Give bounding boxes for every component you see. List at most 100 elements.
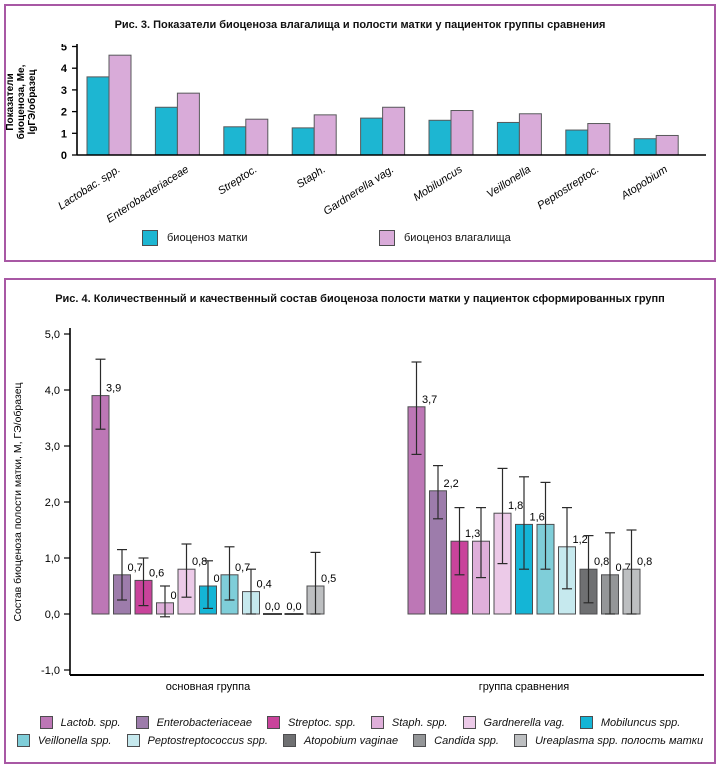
fig4-legend-label-2: Streptoc. spp. <box>287 716 356 729</box>
fig3-y-tick-label: 4 <box>61 63 68 75</box>
legend-item-vagina-biocenosis: биоценоз влагалища <box>379 230 511 246</box>
fig3-bar-vagina-6 <box>518 113 542 156</box>
fig4-legend-swatch-2 <box>266 716 280 729</box>
fig3-bar-uterus-8 <box>633 138 657 156</box>
fig4-y-tick-label: 3,0 <box>45 441 60 453</box>
fig3-bar-uterus-6 <box>496 121 520 156</box>
uterus-biocenosis-swatch <box>142 230 158 246</box>
fig3-y-tick-label: 3 <box>61 85 67 97</box>
fig4-y-tick-label: 5,0 <box>45 329 60 341</box>
fig4-legend-label-9: Candida spp. <box>434 734 499 747</box>
fig4-legend-swatch-10 <box>513 734 527 747</box>
fig3-bar-vagina-5 <box>450 110 474 156</box>
fig3-bar-vagina-8 <box>655 134 679 156</box>
fig4-value-label: 0,8 <box>192 556 207 568</box>
fig3-category-label: Veillonella <box>485 163 533 200</box>
figure4-legend: Lactob. spp. Enterobacteriaceae Streptoc. … <box>6 716 714 752</box>
fig3-bar-vagina-0 <box>108 54 132 156</box>
fig4-legend-label-0: Lactob. spp. <box>60 716 121 729</box>
fig3-category-label: Staph. <box>295 163 328 190</box>
fig3-category-label: Mobiluncus <box>411 163 465 204</box>
fig4-legend-swatch-7 <box>126 734 140 747</box>
fig4-legend-swatch-1 <box>135 716 149 729</box>
vagina-biocenosis-label: биоценоз влагалища <box>404 232 511 244</box>
fig4-legend-label-3: Staph. spp. <box>391 716 448 729</box>
fig3-bar-uterus-7 <box>565 129 589 156</box>
vagina-biocenosis-swatch <box>379 230 395 246</box>
fig3-category-label: Lactobac. spp. <box>56 163 123 212</box>
fig4-value-label: 0,8 <box>637 556 652 568</box>
fig3-bar-uterus-2 <box>223 126 247 156</box>
fig4-y-tick-label: 2,0 <box>45 497 60 509</box>
fig4-legend-swatch-3 <box>370 716 384 729</box>
fig4-legend-item-9: Candida spp. <box>413 734 499 747</box>
figure3-title: Рис. 3. Показатели биоценоза влагалища и… <box>114 19 606 31</box>
fig3-category-label: Peptostreptoc. <box>535 163 601 212</box>
fig3-bar-uterus-4 <box>360 117 384 156</box>
figure4-legend-row-1: Lactob. spp. Enterobacteriaceae Streptoc. … <box>6 716 714 729</box>
figure4-panel: Рис. 4. Количественный и качественный со… <box>4 278 716 764</box>
fig4-value-label: 1,6 <box>530 511 545 523</box>
fig4-value-label: 0,7 <box>235 562 250 574</box>
fig4-y-tick-label: 0,0 <box>45 609 60 621</box>
fig4-value-label: 2,2 <box>444 478 459 490</box>
fig3-bar-vagina-7 <box>587 123 611 156</box>
fig3-bar-vagina-2 <box>245 118 269 156</box>
fig4-value-label: 0,8 <box>594 556 609 568</box>
fig4-y-tick-label: 4,0 <box>45 385 60 397</box>
fig3-y-tick-label: 5 <box>61 44 67 54</box>
fig3-bar-vagina-1 <box>176 92 200 156</box>
fig4-legend-label-8: Atopobium vaginae <box>303 734 399 747</box>
figure3-chart: 5 4 3 2 1 0 Показателибиоценоза, Ме,lgГЭ/образ… <box>6 44 706 225</box>
fig4-legend-item-5: Mobiluncus spp. <box>579 716 681 729</box>
fig3-y-tick-label: 2 <box>61 107 67 119</box>
fig4-value-label: 1,3 <box>465 528 480 540</box>
fig4-y-tick-label: -1,0 <box>41 665 60 677</box>
fig3-category-label: Atopobium <box>618 163 669 202</box>
fig4-value-label: 0,0 <box>265 601 280 613</box>
fig4-legend-swatch-6 <box>16 734 30 747</box>
uterus-biocenosis-label: биоценоз матки <box>167 232 248 244</box>
fig4-legend-label-1: Enterobacteriaceae <box>156 716 252 729</box>
fig4-value-label: 0,0 <box>286 601 301 613</box>
fig3-y-axis-label: Показателибиоценоза, Ме,lgГЭ/образец <box>6 64 38 139</box>
fig3-bar-uterus-1 <box>154 106 178 156</box>
fig4-value-label: 3,9 <box>106 383 121 395</box>
fig3-bar-uterus-3 <box>291 127 315 156</box>
fig4-legend-item-2: Streptoc. spp. <box>266 716 356 729</box>
figure3-panel: Рис. 3. Показатели биоценоза влагалища и… <box>4 4 716 262</box>
fig4-value-label: 0,6 <box>149 567 164 579</box>
fig4-legend-label-7: Peptostreptococcus spp. <box>147 734 268 747</box>
fig4-legend-label-4: Gardnerella vag. <box>483 716 565 729</box>
legend-item-uterus-biocenosis: биоценоз матки <box>142 230 247 246</box>
fig4-legend-label-5: Mobiluncus spp. <box>600 716 681 729</box>
fig3-category-label: Gardnerella vag. <box>321 163 396 217</box>
fig4-y-axis-label: Состав биоценоза полости матки, М, ГЭ/об… <box>12 382 24 621</box>
fig4-legend-swatch-4 <box>462 716 476 729</box>
fig4-legend-swatch-8 <box>282 734 296 747</box>
fig4-value-label: 0,7 <box>128 562 143 574</box>
fig4-value-label: 1,8 <box>508 500 523 512</box>
fig4-group-label-1: группа сравнения <box>479 681 570 693</box>
fig3-bar-vagina-4 <box>382 106 406 156</box>
fig4-legend-item-1: Enterobacteriaceae <box>135 716 252 729</box>
fig4-legend-item-3: Staph. spp. <box>370 716 448 729</box>
figure4-legend-row-2: Veillonella spp. Peptostreptococcus spp. A… <box>6 734 714 747</box>
fig4-value-label: 1,2 <box>573 534 588 546</box>
fig4-legend-item-0: Lactob. spp. <box>39 716 121 729</box>
fig4-value-label: 0,4 <box>257 579 272 591</box>
fig3-bar-uterus-0 <box>86 76 110 156</box>
fig4-legend-item-7: Peptostreptococcus spp. <box>126 734 268 747</box>
fig4-legend-swatch-0 <box>39 716 53 729</box>
fig4-value-label: 0,5 <box>321 573 336 585</box>
fig3-bar-uterus-5 <box>428 119 452 156</box>
fig4-legend-label-10: Ureaplasma spp. полость матки <box>534 734 704 747</box>
fig4-y-tick-label: 1,0 <box>45 553 60 565</box>
fig4-legend-item-6: Veillonella spp. <box>16 734 112 747</box>
fig4-legend-item-10: Ureaplasma spp. полость матки <box>513 734 704 747</box>
fig4-legend-swatch-5 <box>579 716 593 729</box>
fig3-bar-vagina-3 <box>313 114 337 156</box>
fig4-value-label: 3,7 <box>422 394 437 406</box>
fig4-legend-label-6: Veillonella spp. <box>37 734 112 747</box>
figure4-title: Рис. 4. Количественный и качественный со… <box>55 293 665 305</box>
